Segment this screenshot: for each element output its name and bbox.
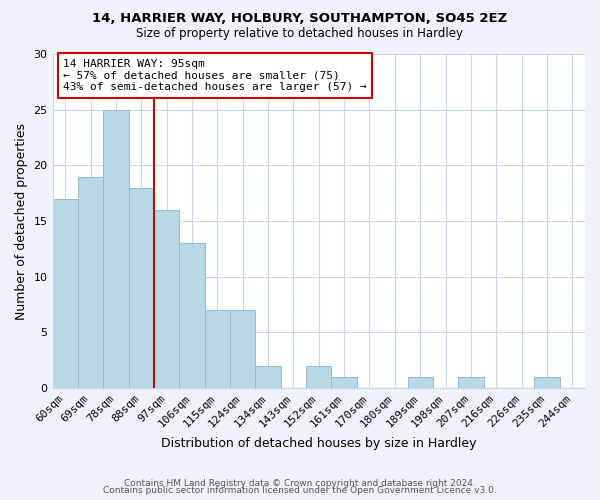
Text: Contains HM Land Registry data © Crown copyright and database right 2024.: Contains HM Land Registry data © Crown c…	[124, 478, 476, 488]
Bar	[256, 366, 281, 388]
Bar	[534, 377, 560, 388]
Text: 14, HARRIER WAY, HOLBURY, SOUTHAMPTON, SO45 2EZ: 14, HARRIER WAY, HOLBURY, SOUTHAMPTON, S…	[92, 12, 508, 26]
Bar	[154, 210, 179, 388]
Bar	[230, 310, 256, 388]
Text: Size of property relative to detached houses in Hardley: Size of property relative to detached ho…	[137, 28, 464, 40]
Text: 14 HARRIER WAY: 95sqm
← 57% of detached houses are smaller (75)
43% of semi-deta: 14 HARRIER WAY: 95sqm ← 57% of detached …	[63, 59, 367, 92]
Y-axis label: Number of detached properties: Number of detached properties	[15, 122, 28, 320]
Bar	[205, 310, 230, 388]
Bar	[78, 176, 103, 388]
Bar	[53, 199, 78, 388]
Bar	[458, 377, 484, 388]
Bar	[407, 377, 433, 388]
Bar	[128, 188, 154, 388]
Text: Contains public sector information licensed under the Open Government Licence v3: Contains public sector information licen…	[103, 486, 497, 495]
Bar	[179, 244, 205, 388]
Bar	[103, 110, 128, 388]
X-axis label: Distribution of detached houses by size in Hardley: Distribution of detached houses by size …	[161, 437, 476, 450]
Bar	[331, 377, 357, 388]
Bar	[306, 366, 331, 388]
